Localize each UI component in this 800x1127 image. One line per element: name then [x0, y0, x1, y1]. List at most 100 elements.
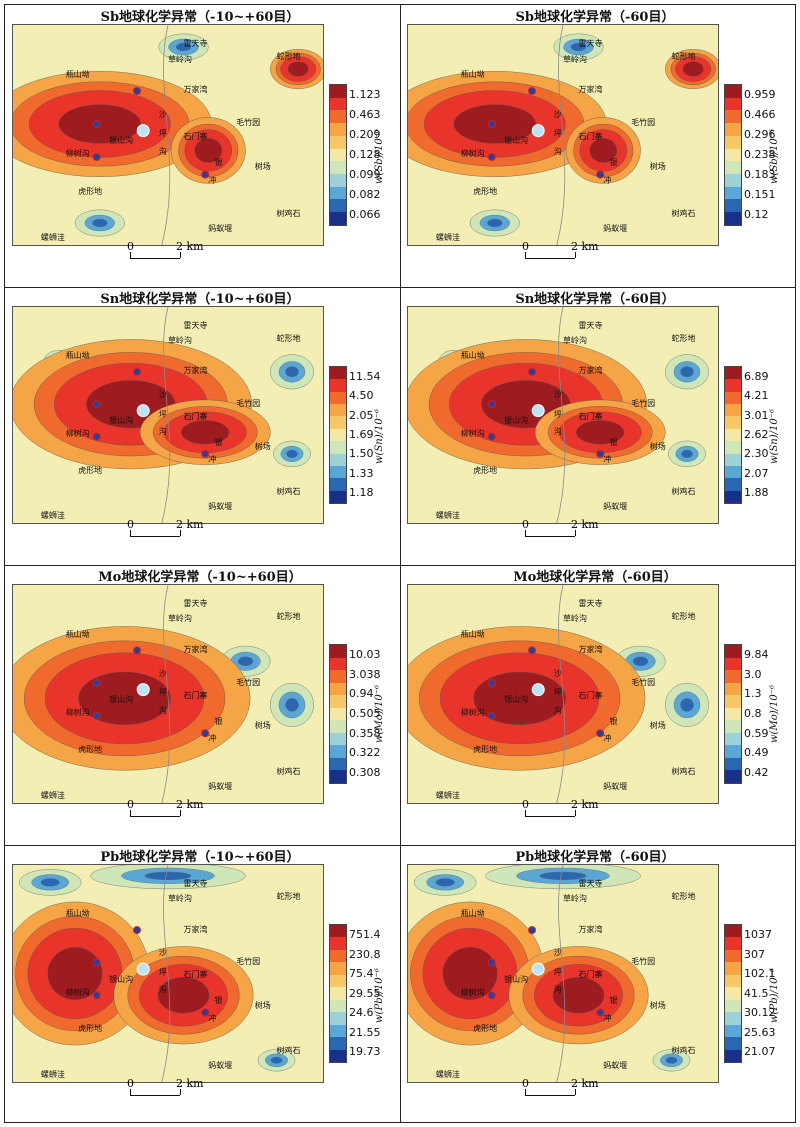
- legend-swatch: [330, 174, 346, 187]
- stream-line: [161, 585, 171, 803]
- place-label: 冲: [208, 454, 217, 464]
- legend-tick-label: 0.209: [349, 128, 381, 141]
- scale-bar-tick: [525, 810, 526, 816]
- legend-tick-label: 4.21: [744, 389, 769, 403]
- place-label: 草岭沟: [563, 336, 587, 346]
- legend-swatch: [725, 695, 741, 708]
- legend-tick-label: 3.01: [744, 408, 769, 422]
- legend-swatch: [330, 1024, 346, 1038]
- place-label: 虎形地: [473, 1024, 498, 1034]
- anomaly-map: 雷天寺 草岭沟 蛇形地 瓶山坳 万家湾 毛竹园 柳树沟 虎形地 树场 树鸡石 螺蛳洼 蚂蚁堰 沙坪沟 银山…: [12, 584, 324, 804]
- legend-swatch: [725, 123, 741, 136]
- scale-bar-tick: [130, 252, 131, 258]
- place-label: 沟: [553, 426, 562, 436]
- anomaly-map: 雷天寺 草岭沟 蛇形地 瓶山坳 万家湾 毛竹园 柳树沟 虎形地 树场 树鸡石 螺蛳洼 蚂蚁堰 沙坪沟 银山…: [407, 306, 719, 524]
- place-label: 坪: [553, 129, 562, 139]
- legend-swatch: [725, 937, 741, 950]
- sample-point: [92, 120, 101, 128]
- place-label: 沟: [158, 426, 167, 436]
- place-label: 沟: [158, 985, 167, 995]
- scale-bar-zero: 0: [127, 240, 134, 253]
- sample-point: [92, 400, 101, 409]
- place-label: 树鸡石: [671, 208, 696, 218]
- sample-point: [528, 926, 536, 935]
- legend-tick-label: 0.082: [349, 188, 381, 201]
- place-label: 树鸡石: [671, 487, 696, 497]
- place-label: 蚂蚁堰: [208, 782, 233, 792]
- legend-tick-label: 11.54: [349, 370, 381, 383]
- place-label: 蛇形地: [276, 612, 301, 622]
- low-anomaly-zone: [539, 871, 587, 880]
- contour-field: [408, 307, 709, 523]
- legend-swatch: [725, 441, 741, 454]
- legend-tick-label: 0.308: [349, 766, 381, 779]
- legend-tick-label: 21.07: [744, 1045, 776, 1058]
- place-label: 石门寨: [578, 411, 603, 421]
- legend-swatch: [725, 161, 741, 175]
- legend-swatch: [330, 999, 346, 1013]
- legend-swatch: [725, 135, 741, 149]
- legend-tick-label: 29.55: [349, 986, 381, 1000]
- high-anomaly-zone: [287, 61, 309, 77]
- place-label: 树鸡石: [276, 1046, 301, 1056]
- scale-bar-label: 2 km: [571, 518, 599, 531]
- low-anomaly-zone: [632, 656, 649, 667]
- place-label: 雷天寺: [183, 39, 208, 49]
- legend-swatch: [330, 732, 346, 746]
- column-divider: [400, 5, 401, 1122]
- legend-swatch: [330, 1012, 346, 1025]
- ore-body-marker: [531, 404, 545, 418]
- scale-bar-tick: [525, 252, 526, 258]
- legend-tick-label: 0.238: [744, 148, 776, 161]
- scale-bar-tick: [525, 1089, 526, 1095]
- place-label: 树鸡石: [276, 208, 301, 218]
- place-label: 螺蛳洼: [40, 511, 65, 521]
- legend-swatch: [330, 670, 346, 683]
- place-label: 石门寨: [183, 411, 208, 421]
- legend-swatch: [330, 720, 346, 733]
- place-label: 草岭沟: [168, 894, 192, 904]
- legend-swatch: [330, 379, 346, 392]
- panel-title: Sn地球化学异常（-60目）: [515, 292, 675, 307]
- place-label: 毛竹园: [631, 957, 656, 967]
- low-anomaly-zone: [144, 871, 192, 880]
- place-label: 毛竹园: [631, 398, 656, 408]
- place-label: 螺蛳洼: [435, 232, 460, 242]
- row-divider: [5, 565, 795, 566]
- sample-point: [92, 153, 101, 161]
- place-label: 蚂蚁堰: [208, 224, 233, 233]
- legend-swatch: [330, 148, 346, 162]
- legend-swatch: [725, 174, 741, 187]
- place-label: 坪: [553, 409, 562, 419]
- low-anomaly-zone: [237, 656, 254, 667]
- scale-bar-zero: 0: [522, 518, 529, 531]
- place-label: 蛇形地: [276, 333, 301, 343]
- legend-tick-label: 30.12: [744, 1006, 776, 1019]
- sample-point: [487, 153, 496, 161]
- legend-swatch: [330, 770, 346, 783]
- place-label: 银山沟: [504, 416, 529, 425]
- chart-panel: Sb地球化学异常（-60目） 雷天寺 草岭沟 蛇形地 瓶山坳 万家湾 毛竹园 柳树沟 虎形地 树场…: [399, 4, 791, 286]
- scale-bar-tick: [575, 530, 576, 536]
- place-label: 万家湾: [578, 85, 603, 95]
- chart-panel: Sn地球化学异常（-10~+60目） 雷天寺 草岭沟 蛇形地 瓶山坳 万家湾 毛竹园 柳树沟虎…: [4, 286, 396, 564]
- legend-swatch: [725, 379, 741, 392]
- ore-body-marker: [136, 962, 150, 976]
- sample-point: [487, 991, 496, 1000]
- figure-grid: [4, 4, 796, 1123]
- legend-swatch: [330, 441, 346, 454]
- low-anomaly-zone: [570, 42, 587, 52]
- chart-panel: Sn地球化学异常（-60目） 雷天寺 草岭沟 蛇形地 瓶山坳 万家湾 毛竹园 柳树沟 虎形地 树场…: [399, 286, 791, 564]
- color-legend: [329, 366, 347, 504]
- scale-bar: [130, 816, 180, 817]
- chart-panel: Pb地球化学异常（-10~+60目） 雷天寺 草岭沟 蛇形地 瓶山坳 万家湾 毛竹园 柳树沟虎…: [4, 844, 396, 1123]
- color-legend: [329, 84, 347, 226]
- legend-swatch: [725, 453, 741, 466]
- place-label: 瓶山坳: [65, 70, 90, 79]
- low-anomaly-zone: [270, 1056, 283, 1064]
- sample-point: [92, 679, 101, 688]
- place-label: 银山沟: [109, 974, 134, 984]
- legend-tick-label: 0.322: [349, 746, 381, 760]
- scale-bar-label: 2 km: [571, 240, 599, 253]
- sample-point: [596, 1008, 605, 1017]
